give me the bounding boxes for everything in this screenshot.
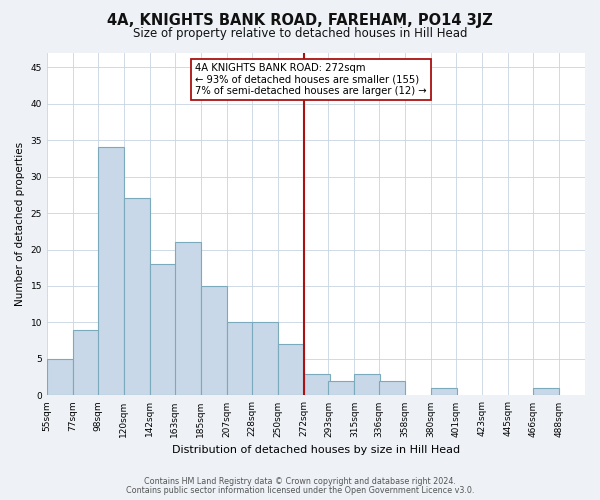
- Bar: [98, 148, 124, 396]
- Bar: [328, 381, 355, 396]
- X-axis label: Distribution of detached houses by size in Hill Head: Distribution of detached houses by size …: [172, 445, 460, 455]
- Bar: [47, 359, 73, 396]
- Text: 4A, KNIGHTS BANK ROAD, FAREHAM, PO14 3JZ: 4A, KNIGHTS BANK ROAD, FAREHAM, PO14 3JZ: [107, 12, 493, 28]
- Bar: [150, 264, 176, 396]
- Bar: [278, 344, 304, 396]
- Bar: [227, 322, 253, 396]
- Bar: [73, 330, 99, 396]
- Y-axis label: Number of detached properties: Number of detached properties: [15, 142, 25, 306]
- Text: 4A KNIGHTS BANK ROAD: 272sqm
← 93% of detached houses are smaller (155)
7% of se: 4A KNIGHTS BANK ROAD: 272sqm ← 93% of de…: [195, 63, 427, 96]
- Bar: [304, 374, 329, 396]
- Bar: [124, 198, 150, 396]
- Text: Contains HM Land Registry data © Crown copyright and database right 2024.: Contains HM Land Registry data © Crown c…: [144, 477, 456, 486]
- Text: Contains public sector information licensed under the Open Government Licence v3: Contains public sector information licen…: [126, 486, 474, 495]
- Bar: [175, 242, 200, 396]
- Bar: [200, 286, 227, 396]
- Text: Size of property relative to detached houses in Hill Head: Size of property relative to detached ho…: [133, 28, 467, 40]
- Bar: [431, 388, 457, 396]
- Bar: [355, 374, 380, 396]
- Bar: [533, 388, 559, 396]
- Bar: [251, 322, 278, 396]
- Bar: [379, 381, 405, 396]
